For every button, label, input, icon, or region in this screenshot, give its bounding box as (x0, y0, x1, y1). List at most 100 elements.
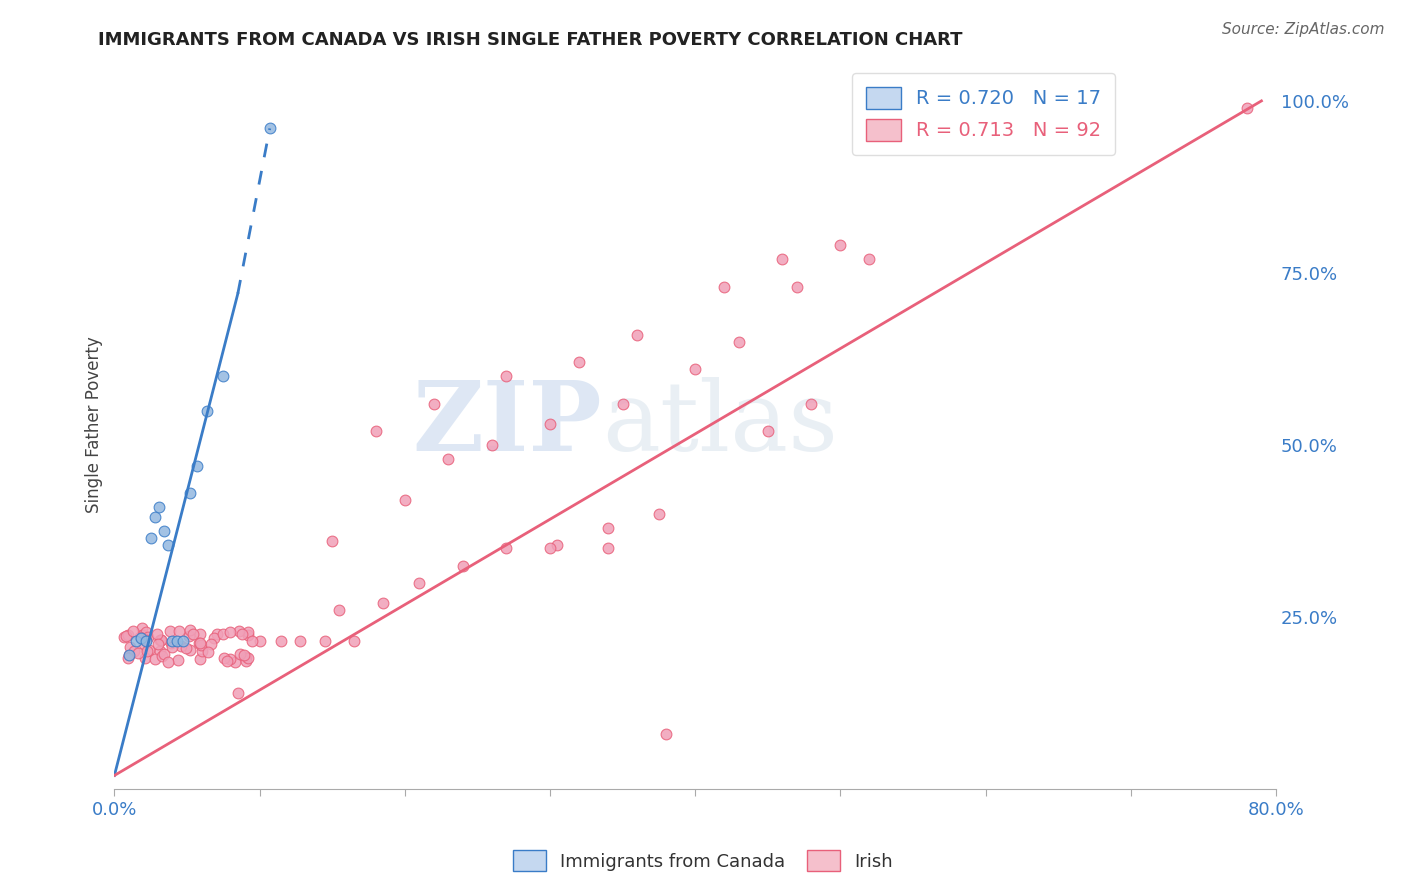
Point (131, 628, 153, 642)
Point (146, 626, 169, 640)
Point (170, 639, 193, 653)
Point (655, 727, 678, 741)
Point (179, 486, 201, 500)
Point (538, 541, 561, 556)
Point (231, 627, 253, 641)
Point (177, 629, 200, 643)
Point (150, 633, 173, 648)
Text: Source: ZipAtlas.com: Source: ZipAtlas.com (1222, 22, 1385, 37)
Point (115, 629, 138, 643)
Point (235, 654, 257, 668)
Point (129, 631, 152, 645)
Point (596, 541, 619, 556)
Point (321, 534, 343, 549)
Point (135, 633, 157, 648)
Point (423, 397, 446, 411)
Point (224, 655, 246, 669)
Point (259, 121, 281, 136)
Point (172, 634, 194, 648)
Point (538, 417, 561, 432)
Point (800, 397, 823, 411)
Point (408, 575, 430, 590)
Point (117, 628, 139, 642)
Point (188, 627, 211, 641)
Text: ZIP: ZIP (413, 377, 602, 471)
Text: IMMIGRANTS FROM CANADA VS IRISH SINGLE FATHER POVERTY CORRELATION CHART: IMMIGRANTS FROM CANADA VS IRISH SINGLE F… (98, 31, 963, 49)
Point (148, 637, 170, 651)
Point (495, 541, 517, 556)
Point (143, 510, 166, 524)
Point (179, 643, 201, 657)
Point (214, 650, 236, 665)
Point (830, 238, 852, 252)
Point (568, 355, 591, 369)
Point (112, 630, 135, 644)
Point (188, 652, 211, 666)
Point (162, 640, 184, 655)
Point (127, 646, 149, 660)
Y-axis label: Single Father Poverty: Single Father Poverty (86, 336, 103, 513)
Point (148, 500, 170, 514)
Point (217, 654, 239, 668)
Point (149, 632, 172, 647)
Point (229, 647, 252, 661)
Point (152, 649, 174, 664)
Point (481, 438, 503, 452)
Legend: R = 0.720   N = 17, R = 0.713   N = 92: R = 0.720 N = 17, R = 0.713 N = 92 (852, 73, 1115, 155)
Point (159, 624, 181, 639)
Point (371, 596, 394, 610)
Point (135, 634, 157, 648)
Point (858, 252, 880, 267)
Point (343, 634, 366, 648)
Point (648, 507, 671, 521)
Point (249, 634, 271, 648)
Point (124, 644, 146, 658)
Point (152, 524, 174, 538)
Point (131, 621, 153, 635)
Point (157, 538, 180, 552)
Point (1236, 101, 1258, 115)
Point (626, 327, 648, 342)
Point (176, 640, 198, 655)
Point (235, 650, 257, 665)
Point (200, 637, 222, 651)
Point (394, 493, 416, 508)
Point (122, 624, 145, 638)
Point (202, 631, 225, 645)
Point (314, 634, 336, 648)
Point (328, 603, 350, 617)
Point (125, 634, 148, 648)
Point (132, 637, 155, 651)
Legend: Immigrants from Canada, Irish: Immigrants from Canada, Irish (506, 843, 900, 879)
Point (195, 403, 218, 417)
Point (179, 623, 201, 637)
Point (770, 252, 793, 267)
Point (167, 653, 190, 667)
Point (240, 634, 263, 648)
Point (228, 624, 250, 639)
Point (139, 531, 162, 545)
Point (207, 627, 229, 641)
Point (118, 648, 141, 662)
Point (145, 652, 167, 666)
Point (166, 634, 188, 648)
Point (135, 625, 157, 640)
Point (212, 627, 235, 641)
Point (159, 636, 181, 650)
Point (270, 634, 292, 648)
Point (596, 521, 619, 535)
Point (786, 279, 808, 293)
Point (546, 538, 568, 552)
Point (713, 279, 735, 293)
Point (157, 655, 180, 669)
Point (188, 635, 211, 649)
Point (149, 644, 172, 658)
Point (212, 369, 235, 384)
Point (236, 651, 259, 665)
Point (181, 627, 204, 641)
Point (153, 647, 176, 661)
Point (162, 634, 184, 648)
Point (188, 636, 211, 650)
Point (117, 651, 139, 665)
Point (118, 648, 141, 662)
